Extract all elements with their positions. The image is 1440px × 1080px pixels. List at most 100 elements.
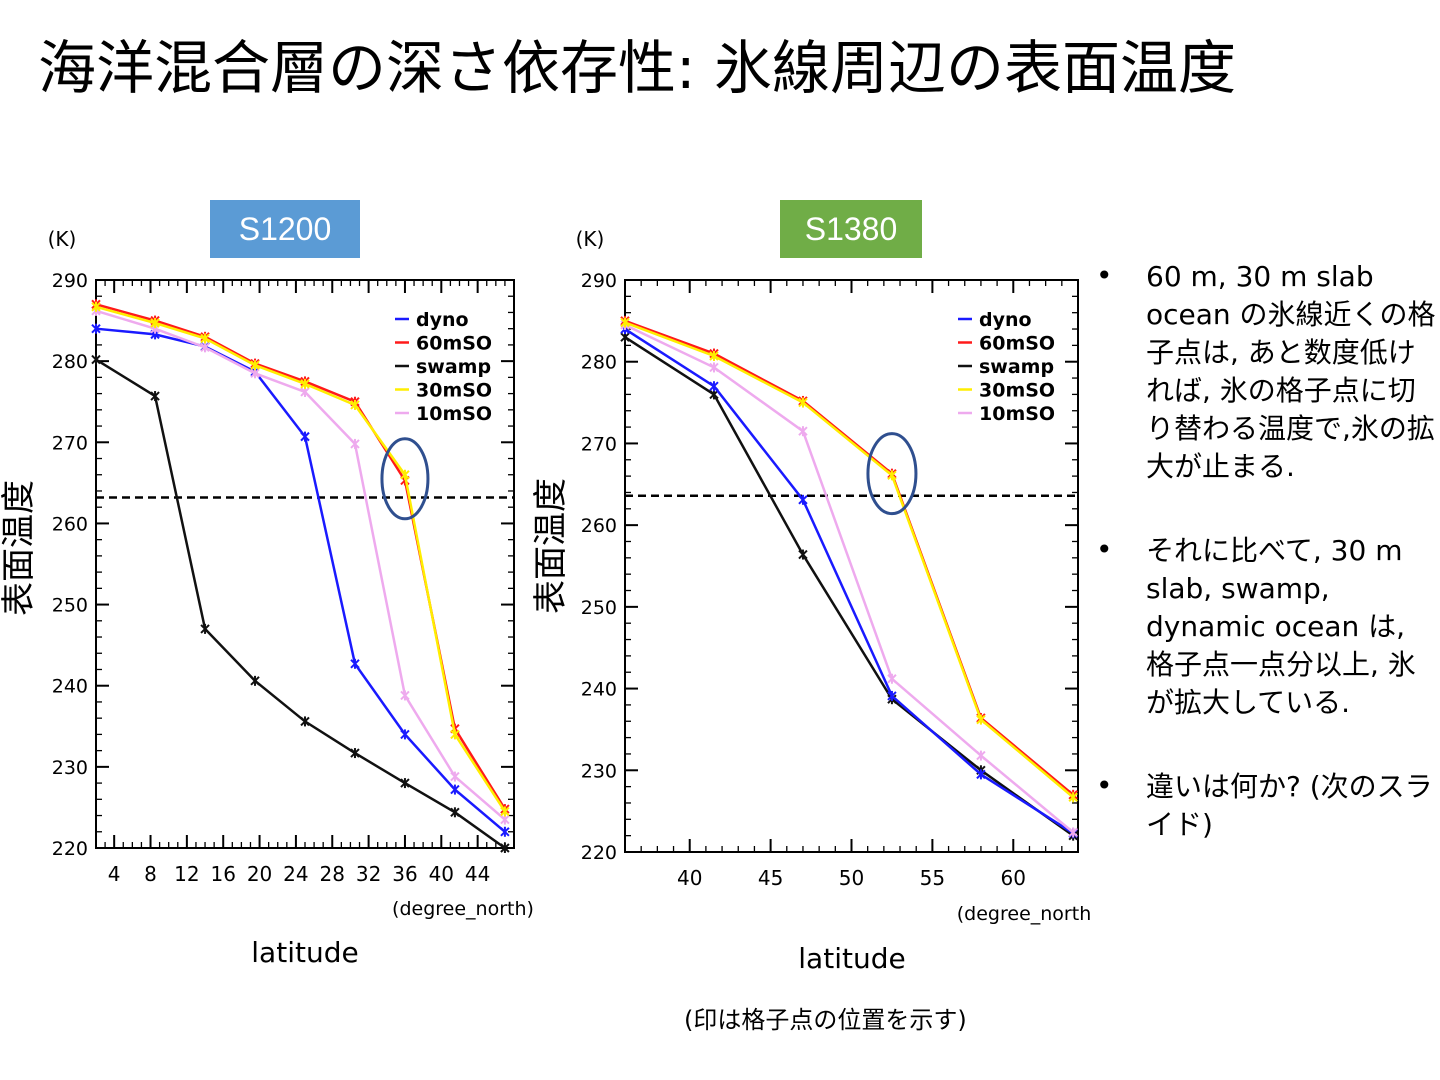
legend-label-60mSO: 60mSO — [416, 333, 492, 355]
legend-label-dyno: dyno — [979, 309, 1032, 331]
badge-s1380: S1380 — [780, 200, 922, 258]
data-point-30mSO — [400, 469, 410, 480]
legend-label-60mSO: 60mSO — [979, 333, 1055, 355]
y-tick-label: 250 — [581, 597, 617, 619]
data-point-30mSO — [620, 317, 630, 328]
y-tick-label: 280 — [52, 351, 88, 373]
x-unit-label: (degree_north) — [392, 898, 534, 920]
data-point-10mSO — [200, 342, 210, 353]
data-point-dyno — [887, 690, 897, 701]
data-point-30mSO — [500, 806, 510, 817]
data-point-10mSO — [976, 750, 986, 761]
y-tick-label: 270 — [52, 432, 88, 454]
x-tick-label: 55 — [920, 866, 945, 890]
data-point-30mSO — [887, 470, 897, 481]
y-tick-label: 280 — [581, 352, 617, 374]
data-point-30mSO — [709, 350, 719, 361]
y-unit-label: (K) — [48, 227, 77, 251]
grid-point-note: (印は格子点の位置を示す) — [684, 1006, 967, 1034]
data-point-10mSO — [709, 362, 719, 373]
bullet-item: • 違いは何か? (次のスライド) — [1096, 768, 1436, 844]
badge-s1200: S1200 — [210, 200, 360, 258]
data-point-30mSO — [450, 729, 460, 740]
chart-s1380: 40 45 50 55 60 220 230 240 250 260 270 280 290 (K) 表面温… — [531, 227, 1091, 975]
series-line-10mSO — [624, 323, 1074, 834]
series-line-30mSO — [624, 321, 1074, 799]
data-point-swamp — [300, 716, 310, 727]
y-tick-label: 290 — [581, 270, 617, 292]
y-tick-label: 270 — [581, 433, 617, 455]
data-point-dyno — [400, 729, 410, 740]
data-point-30mSO — [200, 333, 210, 344]
series-line-dyno — [624, 327, 1074, 835]
data-point-swamp — [798, 549, 808, 560]
legend-label-swamp: swamp — [416, 356, 491, 378]
y-tick-label: 220 — [581, 842, 617, 864]
x-tick-label: 24 — [283, 862, 308, 886]
data-point-30mSO — [1068, 792, 1078, 803]
bullet-text: それに比べて, 30 m slab, swamp, dynamic ocean … — [1146, 534, 1416, 719]
data-point-10mSO — [1068, 827, 1078, 838]
x-tick-label: 40 — [677, 866, 702, 890]
data-point-dyno — [709, 381, 719, 392]
x-tick-label: 50 — [839, 866, 864, 890]
data-point-dyno — [91, 323, 101, 334]
slide-title: 海洋混合層の深さ依存性: 氷線周辺の表面温度 — [38, 34, 1236, 102]
x-tick-label: 20 — [247, 862, 272, 886]
data-point-swamp — [150, 391, 160, 402]
y-axis-label: 表面温度 — [0, 480, 39, 616]
bullet-list: • 60 m, 30 m slab ocean の氷線近くの格子点は, あと数度… — [1096, 258, 1436, 844]
legend-label-dyno: dyno — [416, 309, 469, 331]
data-point-30mSO — [798, 397, 808, 408]
y-tick-label: 230 — [52, 757, 88, 779]
y-tick-label: 250 — [52, 595, 88, 617]
data-point-dyno — [798, 494, 808, 505]
data-point-dyno — [450, 784, 460, 795]
y-tick-label: 260 — [581, 515, 617, 537]
y-tick-label: 290 — [52, 270, 88, 292]
data-point-10mSO — [887, 673, 897, 684]
x-axis-label: latitude — [798, 942, 905, 975]
data-point-dyno — [350, 658, 360, 669]
legend-label-10mSO: 10mSO — [979, 403, 1055, 425]
data-point-swamp — [200, 623, 210, 634]
data-point-30mSO — [91, 301, 101, 312]
x-tick-label: 16 — [210, 862, 235, 886]
data-point-dyno — [500, 826, 510, 837]
data-point-30mSO — [976, 714, 986, 725]
x-tick-label: 12 — [174, 862, 199, 886]
bullet-item: • 60 m, 30 m slab ocean の氷線近くの格子点は, あと数度… — [1096, 258, 1436, 486]
x-tick-label: 45 — [758, 866, 783, 890]
bullet-dot: • — [1096, 259, 1113, 292]
highlight-circle — [866, 432, 918, 516]
y-axis-label: 表面温度 — [531, 478, 571, 614]
x-tick-label: 36 — [392, 862, 417, 886]
y-tick-label: 240 — [581, 679, 617, 701]
series-line-60mSO — [624, 319, 1074, 796]
y-tick-label: 260 — [52, 513, 88, 535]
data-point-30mSO — [350, 399, 360, 410]
x-tick-label: 8 — [144, 862, 157, 886]
data-point-10mSO — [350, 438, 360, 449]
data-point-dyno — [976, 769, 986, 780]
bullet-item: • それに比べて, 30 m slab, swamp, dynamic ocea… — [1096, 532, 1436, 722]
chart-s1200: 4 8 12 16 20 24 28 32 36 40 44 220 230 240 250 260 270 28… — [0, 227, 534, 969]
data-point-swamp — [250, 675, 260, 686]
data-point-30mSO — [300, 378, 310, 389]
data-point-swamp — [500, 843, 510, 853]
data-point-10mSO — [400, 690, 410, 701]
data-point-swamp — [91, 354, 101, 365]
legend-label-30mSO: 30mSO — [416, 380, 492, 402]
series-line-swamp — [95, 358, 506, 850]
legend-label-swamp: swamp — [979, 356, 1054, 378]
data-point-dyno — [300, 431, 310, 442]
x-tick-label: 60 — [1001, 866, 1026, 890]
bullet-dot: • — [1096, 533, 1113, 566]
y-tick-label: 230 — [581, 760, 617, 782]
data-point-30mSO — [250, 360, 260, 371]
bullet-text: 60 m, 30 m slab ocean の氷線近くの格子点は, あと数度低け… — [1146, 260, 1436, 483]
bullet-text: 違いは何か? (次のスライド) — [1146, 770, 1433, 841]
x-tick-label: 28 — [320, 862, 345, 886]
data-point-10mSO — [450, 771, 460, 782]
x-tick-label: 44 — [465, 862, 490, 886]
